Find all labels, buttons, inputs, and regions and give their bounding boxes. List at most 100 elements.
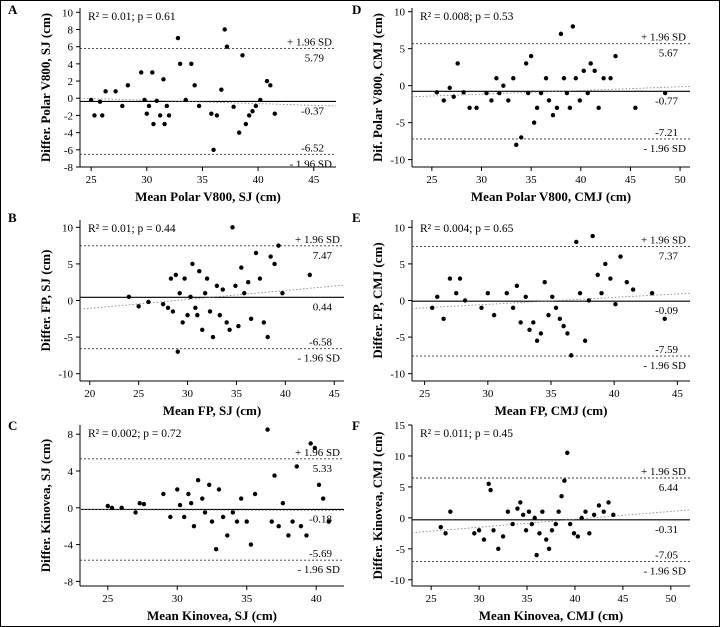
data-point — [518, 500, 523, 505]
x-axis-title: Mean Polar V800, SJ (cm) — [135, 189, 281, 204]
data-point — [481, 537, 487, 542]
data-point — [485, 290, 491, 296]
data-point — [177, 502, 183, 508]
data-point — [239, 265, 244, 270]
lower-limit-value: -7.21 — [655, 127, 678, 139]
data-point — [189, 61, 194, 67]
data-point — [500, 534, 506, 539]
mean-bias-value: -0.18 — [309, 513, 332, 525]
y-axis-title: Differ. FP, SJ (cm) — [38, 250, 53, 352]
y-tick-label: 0 — [400, 513, 406, 525]
y-tick-label: 15 — [394, 420, 406, 432]
x-tick-label: 40 — [280, 388, 292, 400]
data-point — [565, 450, 570, 456]
data-point — [210, 334, 216, 340]
y-tick-label: 10 — [62, 222, 74, 234]
data-point — [248, 316, 254, 321]
data-point — [523, 294, 528, 300]
y-tick-label: 10 — [62, 7, 74, 19]
y-tick-label: 6 — [68, 42, 74, 54]
data-point — [231, 104, 236, 110]
data-point — [649, 290, 655, 296]
stats-label: R² = 0.002; p = 0.72 — [88, 428, 182, 440]
y-tick-label: -8 — [64, 162, 74, 174]
data-point — [455, 61, 460, 66]
panel-letter: A — [8, 2, 18, 17]
data-point — [546, 546, 552, 552]
y-tick-label: 0 — [400, 296, 406, 308]
data-point — [182, 514, 187, 520]
data-point — [590, 233, 595, 239]
data-point — [562, 478, 567, 483]
data-point — [438, 524, 443, 530]
y-tick-label: 0 — [68, 503, 74, 515]
data-point — [276, 524, 281, 529]
data-point — [447, 85, 452, 91]
data-point — [253, 250, 259, 256]
data-point — [182, 276, 187, 281]
data-point — [474, 105, 479, 111]
data-point — [290, 519, 295, 524]
data-point — [245, 280, 251, 285]
data-point — [280, 501, 286, 506]
data-point — [185, 312, 190, 318]
data-point — [451, 94, 456, 99]
x-tick-label: 25 — [426, 593, 438, 605]
y-tick-label: -4 — [64, 128, 74, 140]
data-point — [161, 77, 166, 82]
upper-limit-value: 5.67 — [659, 48, 679, 60]
y-axis-title: Differ. Polar V800, SJ (cm) — [38, 13, 53, 162]
data-point — [207, 482, 212, 487]
x-tick-label: 25 — [133, 388, 145, 400]
data-point — [133, 510, 138, 515]
x-axis-title: Mean FP, CMJ (cm) — [495, 403, 608, 418]
y-tick-label: -6 — [64, 145, 74, 157]
data-point — [489, 98, 494, 103]
data-point — [265, 427, 270, 432]
y-axis-title: Dif. Polar V800, CMJ (cm) — [370, 13, 385, 162]
data-point — [244, 519, 249, 524]
x-tick-label: 35 — [241, 593, 253, 605]
x-tick-label: 40 — [609, 388, 621, 400]
data-point — [538, 90, 544, 96]
mean-bias-value: -0.77 — [655, 95, 678, 107]
y-tick-label: -2 — [64, 110, 73, 122]
x-tick-label: 30 — [172, 593, 184, 605]
data-point — [448, 509, 453, 514]
data-point — [250, 108, 255, 114]
y-tick-label: 2 — [68, 76, 74, 88]
data-point — [211, 147, 216, 153]
data-point — [633, 105, 638, 111]
data-point — [238, 496, 244, 501]
x-tick-label: 20 — [84, 388, 96, 400]
panel-letter: C — [8, 418, 17, 433]
data-point — [258, 97, 263, 103]
data-point — [261, 320, 267, 325]
data-point — [188, 501, 194, 506]
upper-sd-label: + 1.96 SD — [287, 36, 332, 48]
data-point — [501, 83, 506, 88]
data-point — [462, 298, 468, 303]
y-tick-label: 4 — [68, 466, 74, 478]
data-point — [577, 98, 582, 103]
data-point — [553, 305, 559, 311]
data-point — [307, 272, 312, 278]
data-point — [564, 90, 570, 96]
trend-line — [79, 97, 337, 107]
x-tick-label: 35 — [522, 593, 534, 605]
data-point — [209, 519, 215, 524]
x-tick-label: 50 — [665, 593, 677, 605]
lower-sd-label: - 1.96 SD — [298, 564, 341, 576]
data-point — [606, 500, 611, 505]
x-tick-label: 45 — [308, 174, 320, 186]
data-point — [233, 283, 238, 289]
data-point — [165, 305, 171, 311]
data-point — [168, 514, 173, 520]
data-point — [559, 494, 564, 499]
data-point — [195, 478, 201, 483]
data-point — [454, 290, 459, 296]
data-point — [596, 105, 601, 111]
data-point — [476, 528, 482, 533]
data-point — [497, 90, 502, 96]
data-point — [630, 287, 636, 292]
